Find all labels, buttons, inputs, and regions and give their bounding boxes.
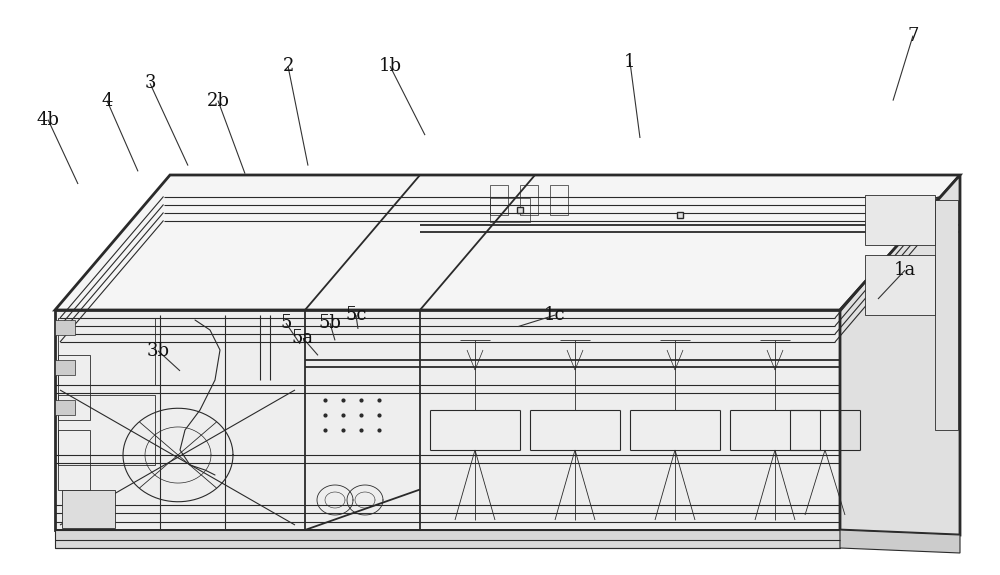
Text: 1b: 1b xyxy=(378,57,402,75)
Text: 4b: 4b xyxy=(37,110,59,129)
Polygon shape xyxy=(55,400,75,415)
Text: 1a: 1a xyxy=(894,261,916,279)
Bar xyxy=(315,380,403,450)
Text: 5b: 5b xyxy=(319,314,341,332)
Polygon shape xyxy=(62,490,115,528)
Text: 2b: 2b xyxy=(207,91,229,110)
Polygon shape xyxy=(55,175,960,310)
Text: 1: 1 xyxy=(624,53,636,71)
Text: 3: 3 xyxy=(144,74,156,93)
Polygon shape xyxy=(55,530,840,548)
Text: 5c: 5c xyxy=(345,306,367,324)
Text: 5a: 5a xyxy=(292,329,314,347)
Polygon shape xyxy=(840,530,960,553)
Text: 3b: 3b xyxy=(146,342,170,360)
Text: 5: 5 xyxy=(280,314,292,332)
Bar xyxy=(310,375,410,530)
Text: 7: 7 xyxy=(907,26,919,45)
Text: 1c: 1c xyxy=(544,306,566,324)
Polygon shape xyxy=(55,310,840,530)
Polygon shape xyxy=(865,255,935,315)
Polygon shape xyxy=(935,200,958,430)
Text: 4: 4 xyxy=(101,91,113,110)
Polygon shape xyxy=(55,360,75,375)
Polygon shape xyxy=(865,195,935,245)
Polygon shape xyxy=(55,320,75,335)
Text: 2: 2 xyxy=(282,57,294,75)
Polygon shape xyxy=(840,175,960,535)
